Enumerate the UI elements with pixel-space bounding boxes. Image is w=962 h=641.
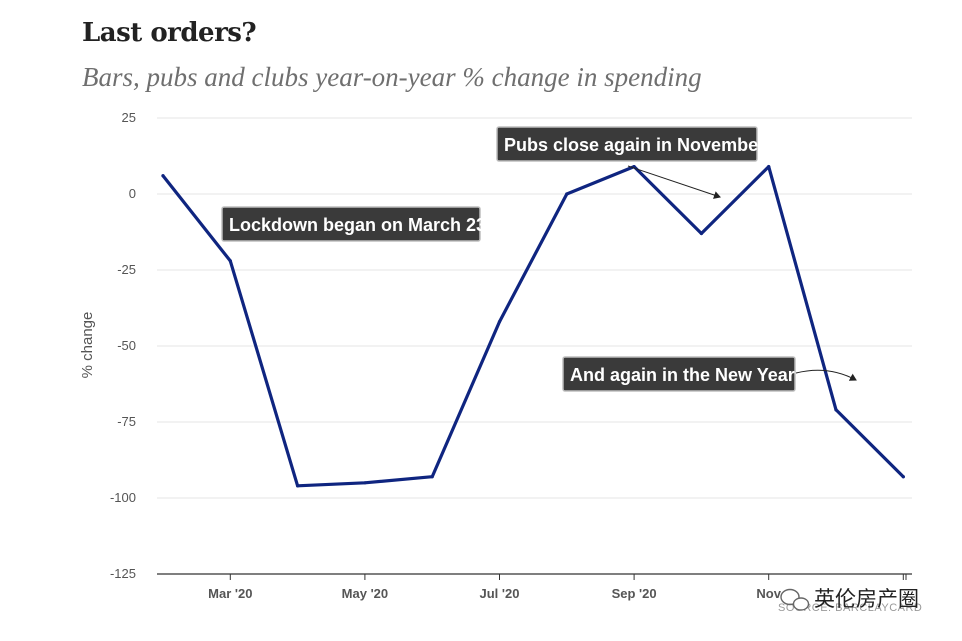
x-tick-label: Nov: [756, 586, 781, 601]
y-axis-title: % change: [79, 312, 96, 379]
x-tick-label: Mar '20: [208, 586, 252, 601]
data-point: [834, 408, 838, 412]
data-point: [565, 192, 569, 196]
y-axis-ticks: 25 0 -25 -50 -75 -100 -125: [110, 110, 136, 581]
data-point: [497, 320, 502, 324]
annotations: Lockdown began on March 23 Pubs close ag…: [221, 126, 857, 392]
series-line-group: [161, 165, 905, 488]
annotation-box-newyear: [562, 356, 796, 392]
x-axis: Mar '20 May '20 Jul '20 Sep '20 Nov: [157, 573, 912, 601]
source-note: SOURCE: BARCLAYCARD: [778, 602, 922, 614]
data-point: [901, 475, 905, 479]
data-point: [767, 165, 771, 169]
y-tick-label: -25: [117, 262, 136, 277]
annotation-box-pubs: [496, 126, 758, 162]
data-point: [430, 475, 434, 479]
annotation-newyear: And again in the New Year: [570, 365, 795, 385]
data-point: [699, 231, 704, 236]
data-point: [363, 481, 367, 485]
annotation-arrow-newyear: [795, 369, 857, 381]
y-tick-label: -50: [117, 338, 136, 353]
wechat-icon: [780, 588, 810, 611]
watermark-text: 英伦房产圈: [814, 587, 919, 611]
x-tick-label: Sep '20: [612, 586, 657, 601]
y-tick-label: -75: [117, 414, 136, 429]
y-tick-label: 25: [122, 110, 136, 125]
annotation-lockdown: Lockdown began on March 23: [229, 215, 486, 235]
y-tick-label: 0: [129, 186, 136, 201]
data-point: [296, 484, 300, 488]
gridlines: [157, 117, 912, 499]
watermark: 英伦房产圈: [780, 587, 919, 611]
x-tick-label: Jul '20: [480, 586, 520, 601]
data-point: [161, 174, 165, 178]
series-line-0: [161, 165, 905, 488]
x-tick-label: May '20: [342, 586, 388, 601]
chart-subtitle: Bars, pubs and clubs year-on-year % chan…: [82, 62, 702, 92]
annotation-pubs: Pubs close again in November: [504, 135, 765, 155]
y-tick-label: -100: [110, 490, 136, 505]
y-tick-label: -125: [110, 566, 136, 581]
chart-title: Last orders?: [82, 18, 257, 48]
annotation-arrow-pubs: [627, 165, 721, 199]
annotation-box-lockdown: [221, 206, 481, 242]
data-point: [228, 259, 232, 263]
